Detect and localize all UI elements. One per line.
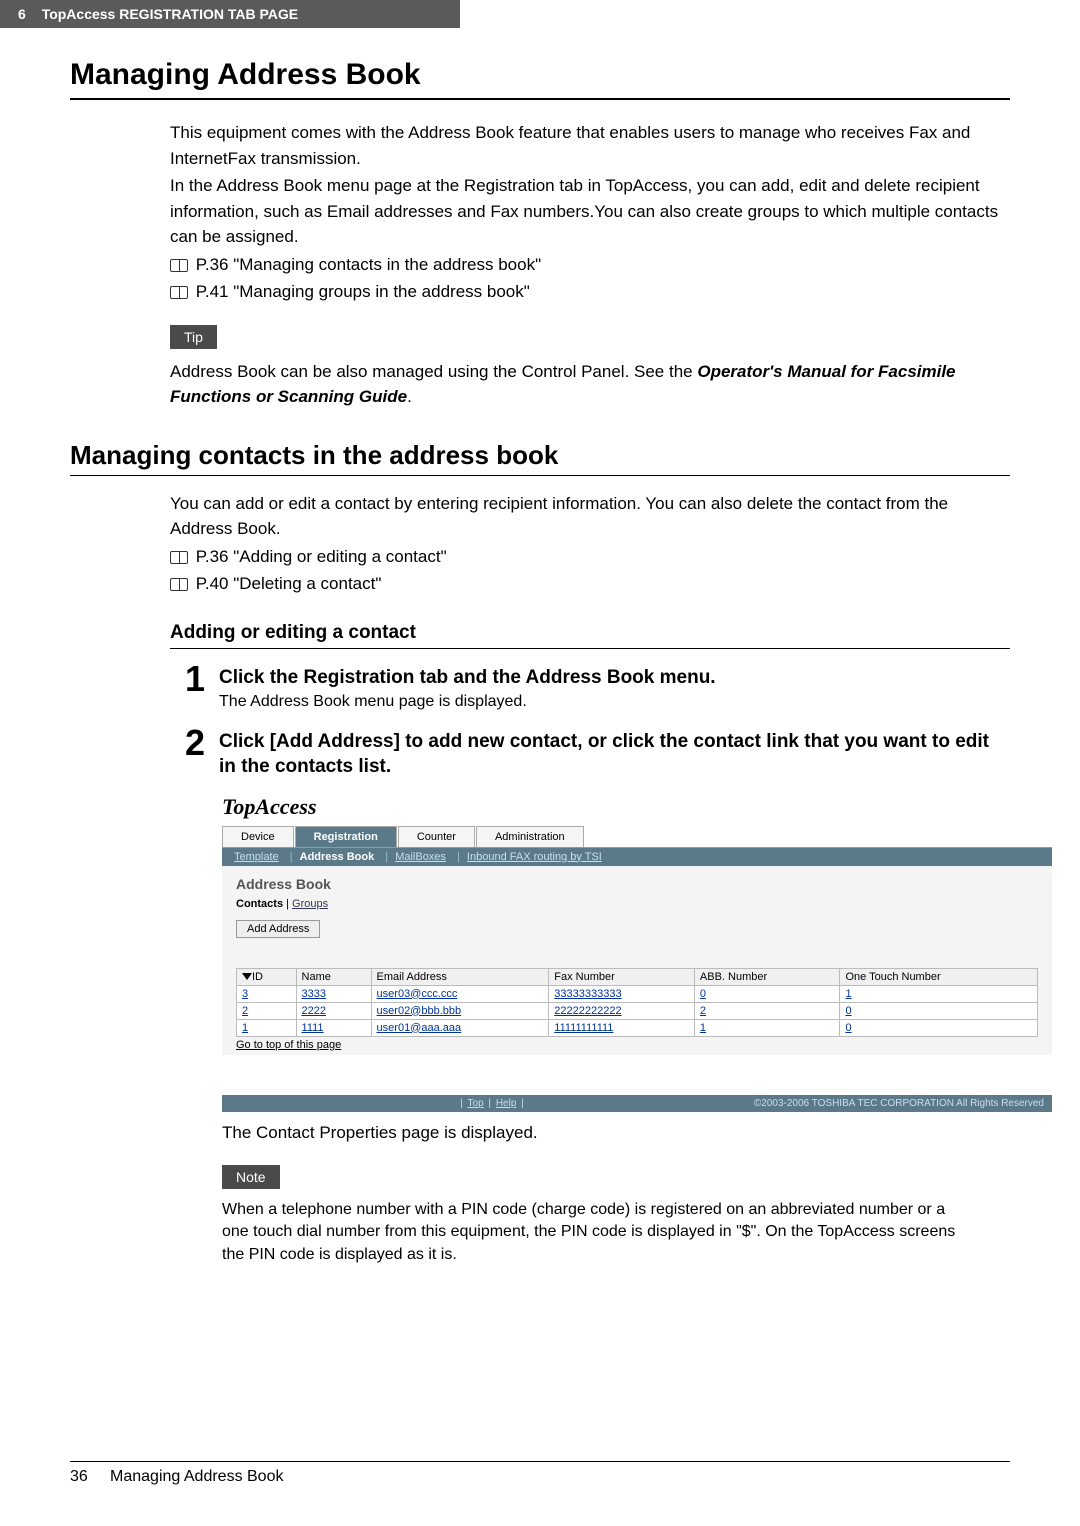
chapter-number: 6 (18, 6, 26, 22)
col-name[interactable]: Name (296, 968, 371, 985)
screenshot-footer: | Top | Help | ©2003-2006 TOSHIBA TEC CO… (222, 1095, 1052, 1112)
chapter-header: 6 TopAccess REGISTRATION TAB PAGE (0, 0, 460, 28)
subtab-mailboxes[interactable]: MailBoxes (395, 851, 446, 863)
tip-text: Address Book can be also managed using t… (170, 359, 1000, 410)
contacts-link[interactable]: Contacts (236, 898, 283, 910)
crossref-link-1[interactable]: P.36 "Managing contacts in the address b… (170, 252, 1000, 278)
page-footer: 36 Managing Address Book (70, 1461, 1010, 1486)
tab-counter[interactable]: Counter (398, 826, 475, 847)
page-number: 36 (70, 1468, 88, 1485)
subtab-addressbook[interactable]: Address Book (300, 851, 375, 863)
section-title: Address Book (236, 876, 1038, 892)
col-abb[interactable]: ABB. Number (694, 968, 840, 985)
sub-sub-heading: Adding or editing a contact (170, 622, 1010, 649)
go-to-top-link[interactable]: Go to top of this page (236, 1039, 341, 1051)
footer-help-link[interactable]: Help (496, 1098, 517, 1109)
note-text: When a telephone number with a PIN code … (222, 1199, 970, 1266)
step-title: Click the Registration tab and the Addre… (219, 666, 1010, 691)
onetouch-link[interactable]: 0 (845, 1005, 851, 1017)
fax-link[interactable]: 33333333333 (554, 988, 621, 1000)
sub-tabs: Template | Address Book | MailBoxes | In… (222, 848, 1052, 866)
step-number: 1 (185, 661, 205, 697)
topaccess-logo: TopAccess (222, 794, 1052, 820)
step-1: 1 Click the Registration tab and the Add… (185, 661, 1010, 712)
abb-link[interactable]: 0 (700, 988, 706, 1000)
step-title: Click [Add Address] to add new contact, … (219, 730, 1010, 779)
page-title: Managing Address Book (70, 58, 1010, 100)
table-header-row: ID Name Email Address Fax Number ABB. Nu… (237, 968, 1038, 985)
abb-link[interactable]: 2 (700, 1005, 706, 1017)
add-address-button[interactable]: Add Address (236, 920, 320, 938)
footer-top-link[interactable]: Top (468, 1098, 484, 1109)
intro-paragraph-1: This equipment comes with the Address Bo… (170, 120, 1000, 171)
step-2: 2 Click [Add Address] to add new contact… (185, 725, 1010, 779)
tab-device[interactable]: Device (222, 826, 294, 847)
contacts-groups-toggle: Contacts | Groups (236, 898, 1038, 910)
tab-administration[interactable]: Administration (476, 826, 584, 847)
crossref-link-2[interactable]: P.41 "Managing groups in the address boo… (170, 279, 1000, 305)
email-link[interactable]: user03@ccc.ccc (377, 988, 458, 1000)
name-link[interactable]: 2222 (302, 1005, 326, 1017)
crossref-link-3[interactable]: P.36 "Adding or editing a contact" (170, 544, 1000, 570)
step-number: 2 (185, 725, 205, 761)
book-icon (170, 259, 188, 272)
book-icon (170, 551, 188, 564)
table-row: 3 3333 user03@ccc.ccc 33333333333 0 1 (237, 985, 1038, 1002)
copyright-text: ©2003-2006 TOSHIBA TEC CORPORATION All R… (754, 1098, 1044, 1109)
id-link[interactable]: 1 (242, 1022, 248, 1034)
topaccess-screenshot: TopAccess Device Registration Counter Ad… (222, 794, 1052, 1112)
fax-link[interactable]: 22222222222 (554, 1005, 621, 1017)
name-link[interactable]: 1111 (302, 1022, 324, 1034)
crossref-link-4[interactable]: P.40 "Deleting a contact" (170, 571, 1000, 597)
sub-heading: Managing contacts in the address book (70, 440, 1010, 476)
col-email[interactable]: Email Address (371, 968, 549, 985)
onetouch-link[interactable]: 0 (845, 1022, 851, 1034)
note-label: Note (222, 1165, 280, 1189)
name-link[interactable]: 3333 (302, 988, 326, 1000)
book-icon (170, 578, 188, 591)
tab-registration[interactable]: Registration (295, 826, 397, 847)
after-screenshot-text: The Contact Properties page is displayed… (222, 1120, 970, 1146)
id-link[interactable]: 2 (242, 1005, 248, 1017)
subtab-template[interactable]: Template (234, 851, 279, 863)
email-link[interactable]: user01@aaa.aaa (377, 1022, 462, 1034)
tip-label: Tip (170, 325, 217, 349)
subtab-inbound[interactable]: Inbound FAX routing by TSI (467, 851, 602, 863)
footer-title: Managing Address Book (110, 1468, 283, 1485)
chapter-title: TopAccess REGISTRATION TAB PAGE (42, 6, 298, 22)
sub-intro-paragraph: You can add or edit a contact by enterin… (170, 491, 1000, 542)
col-id[interactable]: ID (237, 968, 297, 985)
table-row: 2 2222 user02@bbb.bbb 22222222222 2 0 (237, 1002, 1038, 1019)
sort-arrow-icon (242, 973, 252, 980)
col-onetouch[interactable]: One Touch Number (840, 968, 1038, 985)
groups-link[interactable]: Groups (292, 898, 328, 910)
step-description: The Address Book menu page is displayed. (219, 693, 1010, 711)
onetouch-link[interactable]: 1 (845, 988, 851, 1000)
fax-link[interactable]: 11111111111 (554, 1022, 613, 1034)
top-tabs: Device Registration Counter Administrati… (222, 826, 1052, 848)
abb-link[interactable]: 1 (700, 1022, 706, 1034)
email-link[interactable]: user02@bbb.bbb (377, 1005, 462, 1017)
book-icon (170, 286, 188, 299)
table-row: 1 1111 user01@aaa.aaa 11111111111 1 0 (237, 1019, 1038, 1036)
contacts-table: ID Name Email Address Fax Number ABB. Nu… (236, 968, 1038, 1037)
intro-paragraph-2: In the Address Book menu page at the Reg… (170, 173, 1000, 250)
col-fax[interactable]: Fax Number (549, 968, 695, 985)
id-link[interactable]: 3 (242, 988, 248, 1000)
